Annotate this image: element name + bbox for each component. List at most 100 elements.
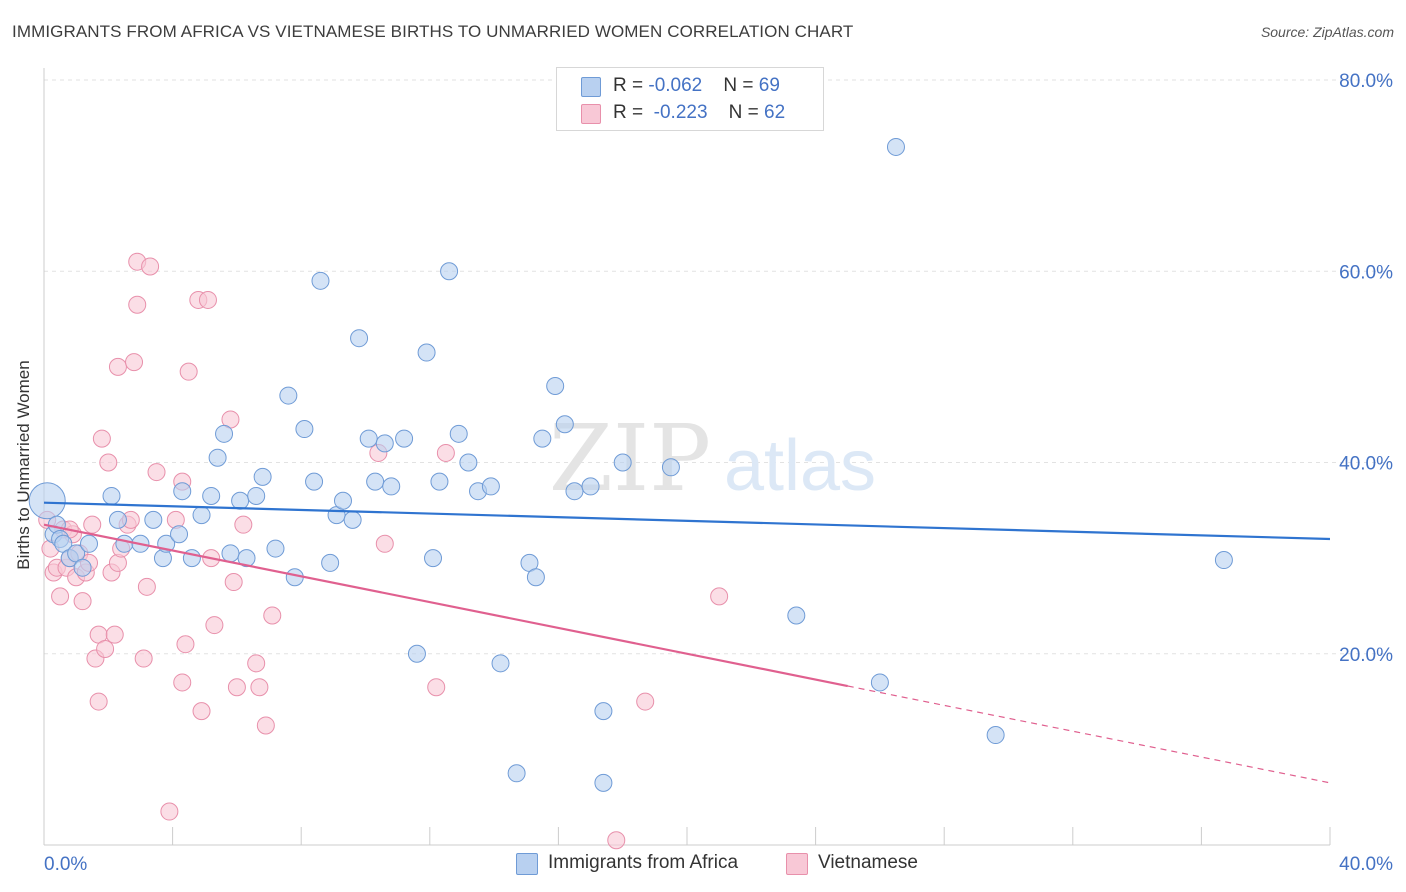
africa-point <box>424 549 443 568</box>
x-tick-label: 0.0% <box>44 854 87 875</box>
africa-point <box>395 429 414 448</box>
chart-title: IMMIGRANTS FROM AFRICA VS VIETNAMESE BIR… <box>12 22 854 41</box>
vietnamese-point <box>250 678 269 697</box>
africa-point <box>192 506 211 525</box>
africa-point <box>108 510 127 529</box>
vietnamese-point <box>108 357 127 376</box>
vietnamese-point <box>51 587 70 606</box>
africa-point <box>221 544 240 563</box>
africa-point <box>526 568 545 587</box>
africa-point <box>170 525 189 544</box>
legend-r-label: R = <box>613 75 649 96</box>
vietnamese-point <box>99 453 118 472</box>
africa-point <box>459 453 478 472</box>
africa-point <box>202 486 221 505</box>
legend-n-label: N = <box>728 102 765 123</box>
vietnamese-point <box>227 678 246 697</box>
vietnamese-point <box>436 443 455 462</box>
africa-point <box>407 644 426 663</box>
africa-point <box>311 271 330 290</box>
africa-point <box>594 773 613 792</box>
vietnamese-point <box>134 649 153 668</box>
series-vietnamese-points <box>38 252 729 850</box>
africa-point <box>102 486 121 505</box>
legend-swatch-africa <box>581 77 601 97</box>
legend-n-value-africa: 69 <box>758 75 780 96</box>
africa-point <box>870 673 889 692</box>
vietnamese-point <box>176 635 195 654</box>
vietnamese-point <box>607 831 626 850</box>
vietnamese-point <box>128 295 147 314</box>
africa-point <box>986 726 1005 745</box>
africa-point <box>546 377 565 395</box>
africa-point <box>333 491 352 510</box>
y-tick-label: 40.0% <box>1339 454 1393 475</box>
vietnamese-point <box>125 353 144 372</box>
bottom-legend-swatch-africa <box>516 853 538 875</box>
watermark-atlas: atlas <box>724 426 876 506</box>
africa-point <box>661 458 680 477</box>
africa-point <box>350 329 369 348</box>
vietnamese-point <box>83 515 102 534</box>
africa-point <box>382 477 401 496</box>
vietnamese-point <box>205 616 224 635</box>
africa-point <box>208 448 227 467</box>
trend-line-vietnamese-extrapolated <box>847 685 1331 784</box>
africa-point <box>555 415 574 434</box>
y-axis-label: Births to Unmarried Women <box>14 360 33 570</box>
africa-point <box>481 477 500 496</box>
africa-point <box>886 137 905 156</box>
vietnamese-point <box>173 673 192 692</box>
africa-point <box>295 420 314 439</box>
legend-r-label: R = <box>613 102 649 123</box>
africa-point <box>613 453 632 472</box>
vietnamese-point <box>141 257 160 276</box>
y-tick-label: 80.0% <box>1339 71 1393 92</box>
vietnamese-point <box>198 290 217 309</box>
africa-point <box>1214 551 1233 570</box>
legend-n-value-vietnamese: 62 <box>764 102 786 123</box>
vietnamese-point <box>375 534 394 553</box>
legend-n-label: N = <box>723 75 759 96</box>
africa-point <box>440 262 459 281</box>
africa-point <box>343 510 362 529</box>
africa-point <box>507 764 526 783</box>
africa-point <box>321 553 340 572</box>
legend-swatch-vietnamese <box>581 104 601 124</box>
vietnamese-point <box>263 606 282 625</box>
y-tick-label: 20.0% <box>1339 645 1393 666</box>
vietnamese-point <box>247 654 266 673</box>
africa-point <box>417 343 436 362</box>
africa-point <box>305 472 324 491</box>
vietnamese-point <box>256 716 275 735</box>
africa-point <box>173 482 192 501</box>
vietnamese-point <box>73 592 92 611</box>
africa-point <box>28 482 66 520</box>
grid-lines <box>44 79 1392 655</box>
watermark: ZIP atlas <box>549 405 876 512</box>
legend-r-value-vietnamese: -0.223 <box>653 102 708 123</box>
africa-point <box>144 510 163 529</box>
africa-point <box>533 429 552 448</box>
africa-point <box>231 491 250 510</box>
vietnamese-point <box>234 515 253 534</box>
africa-point <box>279 386 298 405</box>
vietnamese-point <box>179 362 198 381</box>
africa-point <box>430 472 449 491</box>
africa-point <box>581 477 600 496</box>
source-label: Source: ZipAtlas.com <box>1260 24 1394 40</box>
vietnamese-point <box>224 573 243 592</box>
vietnamese-point <box>427 678 446 697</box>
bottom-legend-label-vietnamese: Vietnamese <box>818 852 918 873</box>
x-tick-label: 40.0% <box>1339 854 1393 875</box>
bottom-legend-swatch-vietnamese <box>786 853 808 875</box>
axes <box>43 68 1331 846</box>
vietnamese-point <box>89 692 108 711</box>
vietnamese-point <box>96 639 115 658</box>
africa-point <box>366 472 385 491</box>
vietnamese-point <box>137 577 156 596</box>
africa-point <box>253 467 272 486</box>
trend-lines <box>43 501 1331 784</box>
africa-point <box>491 654 510 673</box>
